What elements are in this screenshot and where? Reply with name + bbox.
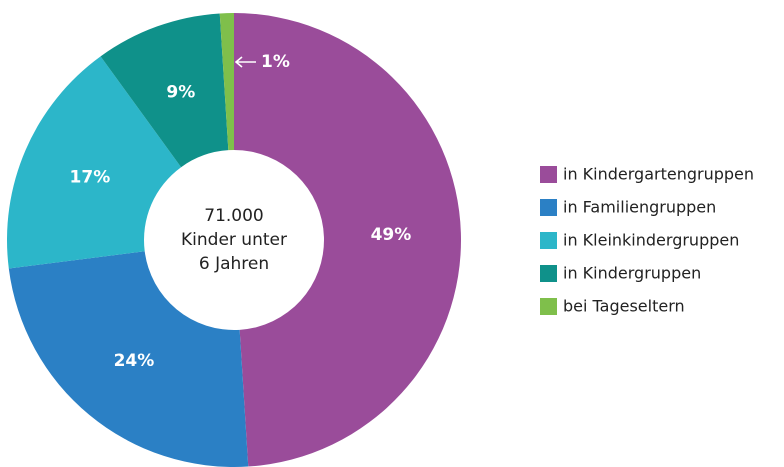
value-label: 49% (371, 225, 412, 245)
donut-slice (8, 251, 249, 467)
value-label: 1% (261, 52, 290, 72)
center-label: Kinder unter (181, 230, 287, 250)
center-label: 6 Jahren (199, 254, 269, 274)
donut-slice (100, 13, 229, 168)
donut-slice (219, 13, 234, 151)
legend-swatch (540, 232, 557, 249)
legend-label: bei Tageseltern (563, 297, 685, 316)
legend-swatch (540, 298, 557, 315)
value-label: 17% (70, 168, 111, 188)
center-label: 71.000 (204, 206, 263, 226)
legend-label: in Kindergartengruppen (563, 165, 754, 184)
value-label: 24% (114, 351, 155, 371)
legend-label: in Familiengruppen (563, 198, 716, 217)
donut-slice (234, 13, 461, 467)
legend-swatch (540, 265, 557, 282)
donut-slice (6, 56, 182, 269)
value-label: 9% (166, 82, 195, 102)
legend-label: in Kleinkindergruppen (563, 231, 739, 250)
legend-swatch (540, 166, 557, 183)
legend-swatch (540, 199, 557, 216)
label-arrow (234, 56, 256, 68)
legend-label: in Kindergruppen (563, 264, 701, 283)
